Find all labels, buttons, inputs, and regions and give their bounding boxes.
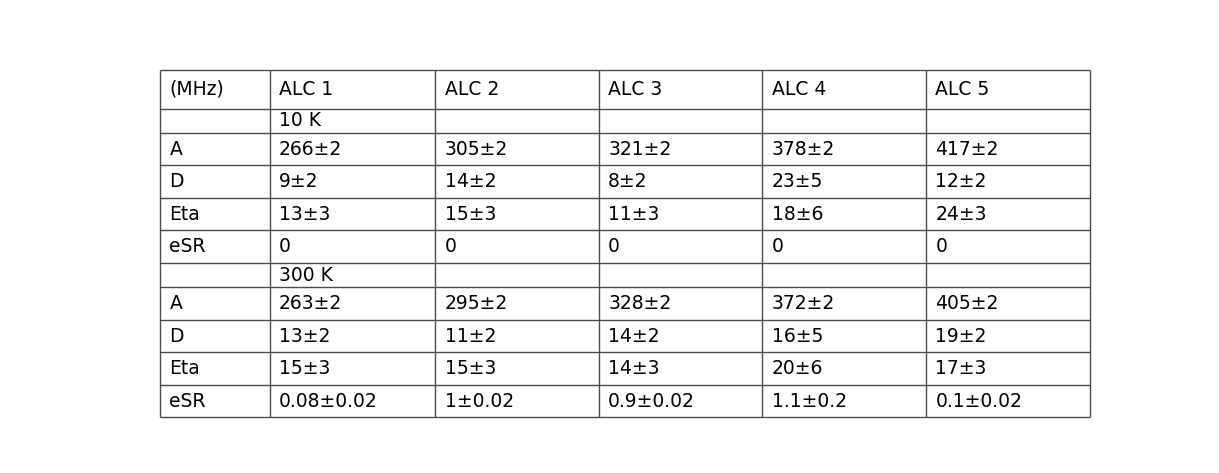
Text: 0.08±0.02: 0.08±0.02 — [279, 392, 378, 411]
Text: 15±3: 15±3 — [445, 205, 496, 224]
Text: 0.1±0.02: 0.1±0.02 — [935, 392, 1023, 411]
Text: 17±3: 17±3 — [935, 359, 986, 378]
Text: 10 K: 10 K — [279, 111, 321, 130]
Text: 13±3: 13±3 — [279, 205, 330, 224]
Text: 20±6: 20±6 — [772, 359, 823, 378]
Text: 12±2: 12±2 — [935, 172, 986, 191]
Text: 0: 0 — [279, 237, 291, 256]
Text: 9±2: 9±2 — [279, 172, 318, 191]
Text: 15±3: 15±3 — [279, 359, 330, 378]
Text: ALC 4: ALC 4 — [772, 79, 826, 98]
Text: 11±2: 11±2 — [445, 326, 496, 346]
Text: D: D — [169, 326, 184, 346]
Text: A: A — [169, 294, 183, 313]
Text: 11±3: 11±3 — [608, 205, 659, 224]
Text: 13±2: 13±2 — [279, 326, 330, 346]
Text: 24±3: 24±3 — [935, 205, 987, 224]
Text: 417±2: 417±2 — [935, 140, 998, 158]
Text: 14±3: 14±3 — [608, 359, 659, 378]
Text: 8±2: 8±2 — [608, 172, 647, 191]
Text: ALC 2: ALC 2 — [445, 79, 499, 98]
Text: 0.9±0.02: 0.9±0.02 — [608, 392, 695, 411]
Text: Eta: Eta — [169, 359, 200, 378]
Text: 0: 0 — [935, 237, 947, 256]
Text: 1±0.02: 1±0.02 — [445, 392, 513, 411]
Text: ALC 5: ALC 5 — [935, 79, 990, 98]
Text: 14±2: 14±2 — [445, 172, 496, 191]
Text: 263±2: 263±2 — [279, 294, 343, 313]
Text: 328±2: 328±2 — [608, 294, 672, 313]
Text: 1.1±0.2: 1.1±0.2 — [772, 392, 847, 411]
Text: 372±2: 372±2 — [772, 294, 835, 313]
Text: 266±2: 266±2 — [279, 140, 343, 158]
Text: 15±3: 15±3 — [445, 359, 496, 378]
Text: eSR: eSR — [169, 392, 206, 411]
Text: 295±2: 295±2 — [445, 294, 508, 313]
Text: (MHz): (MHz) — [169, 79, 224, 98]
Text: 19±2: 19±2 — [935, 326, 986, 346]
Text: 0: 0 — [772, 237, 784, 256]
Text: 16±5: 16±5 — [772, 326, 823, 346]
Text: D: D — [169, 172, 184, 191]
Text: Eta: Eta — [169, 205, 200, 224]
Text: 18±6: 18±6 — [772, 205, 823, 224]
Text: 405±2: 405±2 — [935, 294, 998, 313]
Text: A: A — [169, 140, 183, 158]
Text: 14±2: 14±2 — [608, 326, 659, 346]
Text: 378±2: 378±2 — [772, 140, 835, 158]
Text: 305±2: 305±2 — [445, 140, 508, 158]
Text: ALC 1: ALC 1 — [279, 79, 333, 98]
Text: ALC 3: ALC 3 — [608, 79, 662, 98]
Text: eSR: eSR — [169, 237, 206, 256]
Text: 23±5: 23±5 — [772, 172, 823, 191]
Text: 0: 0 — [608, 237, 620, 256]
Text: 0: 0 — [445, 237, 456, 256]
Text: 321±2: 321±2 — [608, 140, 672, 158]
Text: 300 K: 300 K — [279, 266, 333, 285]
